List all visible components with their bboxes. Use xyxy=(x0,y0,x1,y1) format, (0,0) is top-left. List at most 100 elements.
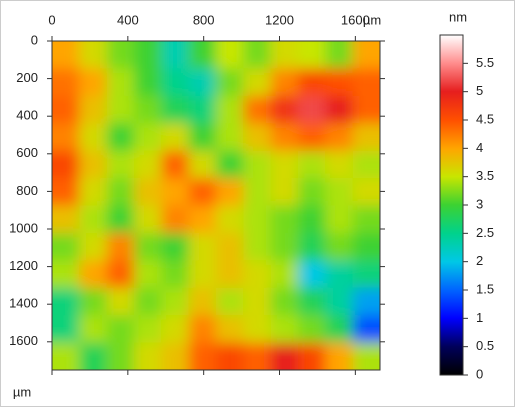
heatmap-cell xyxy=(325,205,354,234)
heatmap-cell xyxy=(243,232,272,262)
y-axis-label: µm xyxy=(13,384,31,399)
heatmap-cell xyxy=(243,205,272,234)
heatmap-cell xyxy=(161,260,190,289)
heatmap-cell xyxy=(352,260,380,289)
heatmap-cell xyxy=(161,315,190,344)
colorbar-tick-label: 1 xyxy=(476,310,483,325)
heatmap-cell xyxy=(352,123,380,152)
heatmap-cell xyxy=(298,315,327,344)
heatmap-cell xyxy=(352,95,380,125)
heatmap-cell xyxy=(216,150,245,180)
x-tick-label: 1200 xyxy=(265,12,294,27)
heatmap-cell xyxy=(270,123,299,152)
heatmap-cell xyxy=(52,150,81,180)
x-tick-label: 800 xyxy=(193,12,215,27)
colorbar-tick-label: 4.5 xyxy=(476,111,494,126)
heatmap-cell xyxy=(79,205,108,234)
y-tick-label: 600 xyxy=(16,145,38,160)
heatmap-cell xyxy=(134,123,163,152)
y-tick-label: 0 xyxy=(31,32,38,47)
heatmap-cell xyxy=(161,205,190,234)
heatmap-cell xyxy=(216,342,245,370)
heatmap-cell xyxy=(243,342,272,370)
heatmap-cell xyxy=(298,205,327,234)
heatmap-cell xyxy=(79,260,108,289)
heatmap-cell xyxy=(188,260,217,289)
heatmap-cell xyxy=(188,287,217,317)
heatmap-cell xyxy=(134,260,163,289)
heatmap-cell xyxy=(52,342,81,370)
heatmap-cell xyxy=(79,95,108,125)
heatmap-cell xyxy=(106,232,135,262)
heatmap-cell xyxy=(270,178,299,207)
heatmap-cell xyxy=(325,41,354,70)
heatmap-cell xyxy=(216,95,245,125)
heatmap-cell xyxy=(188,315,217,344)
y-tick-label: 400 xyxy=(16,108,38,123)
heatmap-cell xyxy=(79,232,108,262)
heatmap-cell xyxy=(52,68,81,97)
colorbar-tick-label: 1.5 xyxy=(476,281,494,296)
heatmap-cell xyxy=(298,123,327,152)
heatmap-cell xyxy=(161,342,190,370)
heatmap-cell xyxy=(216,178,245,207)
heatmap-cell xyxy=(325,150,354,180)
heatmap-cell xyxy=(270,95,299,125)
heatmap-cell xyxy=(243,95,272,125)
heatmap-cell xyxy=(106,178,135,207)
y-tick-label: 200 xyxy=(16,70,38,85)
heatmap-cell xyxy=(243,150,272,180)
heatmap-cell xyxy=(270,260,299,289)
heatmap-cell xyxy=(106,150,135,180)
heatmap-cell xyxy=(298,342,327,370)
heatmap-cell xyxy=(243,315,272,344)
heatmap-cell xyxy=(161,68,190,97)
heatmap-cell xyxy=(188,205,217,234)
heatmap-cell xyxy=(352,232,380,262)
heatmap-cell xyxy=(106,123,135,152)
colorbar-tick-label: 3.5 xyxy=(476,168,494,183)
heatmap-cell xyxy=(79,68,108,97)
heatmap-cell xyxy=(352,68,380,97)
heatmap-cell xyxy=(134,315,163,344)
heatmap-cell xyxy=(106,287,135,317)
heatmap-cell xyxy=(352,150,380,180)
heatmap-cell xyxy=(52,123,81,152)
heatmap-cell xyxy=(270,287,299,317)
y-tick-label: 1600 xyxy=(9,333,38,348)
colorbar-tick-label: 5.5 xyxy=(476,55,494,70)
heatmap-cell xyxy=(352,178,380,207)
heatmap-cell xyxy=(134,150,163,180)
heatmap-cell xyxy=(270,232,299,262)
colorbar-tick-label: 3 xyxy=(476,196,483,211)
heatmap-cell xyxy=(134,41,163,70)
heatmap-cell xyxy=(188,123,217,152)
y-tick-label: 1000 xyxy=(9,220,38,235)
heatmap-cell xyxy=(79,123,108,152)
heatmap-cell xyxy=(270,68,299,97)
heatmap-cell xyxy=(79,150,108,180)
heatmap-cell xyxy=(270,150,299,180)
heatmap-cell xyxy=(325,232,354,262)
heatmap-cell xyxy=(134,205,163,234)
heatmap-cell xyxy=(298,232,327,262)
heatmap-cell xyxy=(325,342,354,370)
y-tick-label: 800 xyxy=(16,183,38,198)
heatmap-cell xyxy=(106,205,135,234)
heatmap-cell xyxy=(325,123,354,152)
heatmap-cell xyxy=(161,287,190,317)
colorbar-tick-label: 0.5 xyxy=(476,338,494,353)
heatmap-cell xyxy=(298,41,327,70)
heatmap-cell xyxy=(216,123,245,152)
y-tick-label: 1400 xyxy=(9,296,38,311)
x-tick-label: 400 xyxy=(117,12,139,27)
heatmap-cell xyxy=(216,260,245,289)
heatmap xyxy=(52,41,380,370)
heatmap-cell xyxy=(79,41,108,70)
heatmap-cell xyxy=(325,315,354,344)
heatmap-cell xyxy=(52,315,81,344)
heatmap-cell xyxy=(52,287,81,317)
heatmap-cell xyxy=(52,232,81,262)
heatmap-cell xyxy=(325,287,354,317)
